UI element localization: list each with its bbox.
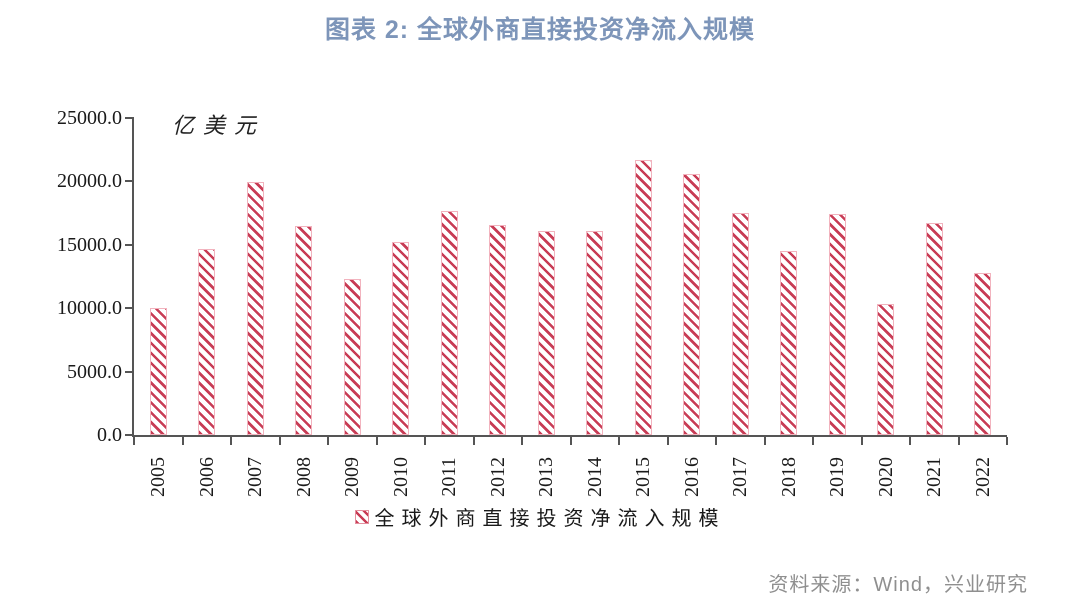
x-tick-label: 2018 (777, 457, 800, 497)
y-axis-tick (125, 180, 134, 183)
y-axis-tick (125, 307, 134, 310)
x-axis-tick (957, 437, 960, 445)
x-tick-label: 2011 (438, 457, 461, 497)
bar (634, 159, 652, 435)
plot-area: 亿美元 0.0 5000.0 10000.0 15000.0 20000.0 25000.… (57, 107, 1008, 497)
legend-hatch-swatch-icon (354, 509, 369, 524)
x-tick-label: 2007 (244, 457, 267, 497)
y-axis-tick (125, 243, 134, 246)
bar (974, 272, 992, 435)
x-tick-label: 2021 (923, 457, 946, 497)
x-axis-tick (375, 437, 378, 445)
bar (295, 225, 313, 435)
x-tick-label: 2005 (147, 457, 170, 497)
x-axis-tick (569, 437, 572, 445)
y-axis-unit-label: 亿美元 (172, 113, 266, 138)
x-axis-tick (424, 437, 426, 445)
y-tick-label: 10000.0 (57, 297, 122, 320)
bar (246, 182, 264, 435)
x-tick-label: 2016 (680, 457, 703, 497)
bar (780, 250, 798, 435)
x-axis-tick (181, 437, 184, 445)
bar (149, 308, 167, 435)
x-axis-tick (472, 437, 475, 445)
bar (586, 230, 604, 435)
y-axis-tick (125, 370, 134, 373)
x-axis-tick (715, 437, 717, 445)
x-axis-tick (666, 437, 669, 445)
bar (537, 230, 555, 435)
y-tick-label: 5000.0 (67, 360, 122, 383)
x-tick-label: 2019 (826, 457, 849, 497)
chart-title: 图表 2: 全球外商直接投资净流入规模 (324, 16, 756, 44)
y-tick-label: 15000.0 (57, 233, 122, 256)
x-tick-label: 2015 (632, 457, 655, 497)
bar (877, 304, 895, 435)
bar (731, 213, 749, 435)
x-axis-tick (1006, 437, 1008, 445)
bar (392, 242, 410, 435)
x-axis-tick (133, 437, 135, 445)
x-axis-tick (860, 437, 863, 445)
x-tick-label: 2022 (971, 457, 994, 497)
x-axis-tick (812, 437, 814, 445)
y-axis-tick (125, 117, 134, 119)
x-tick-label: 2013 (535, 457, 558, 497)
x-axis-tick (909, 437, 911, 445)
x-tick-label: 2017 (729, 457, 752, 497)
x-axis-tick (327, 437, 329, 445)
y-tick-label: 25000.0 (57, 107, 122, 129)
x-axis-tick (618, 437, 620, 445)
bar (198, 249, 216, 435)
x-tick-label: 2006 (195, 457, 218, 497)
x-tick-label: 2014 (583, 457, 606, 497)
x-tick-label: 2009 (341, 457, 364, 497)
bar (828, 214, 846, 435)
y-tick-label: 20000.0 (57, 170, 122, 193)
x-axis-tick (521, 437, 523, 445)
y-tick-label: 0.0 (97, 424, 122, 446)
legend-series-label: 全球外商直接投资净流入规模 (374, 508, 726, 530)
x-tick-label: 2010 (389, 457, 412, 497)
source-note: 资料来源：Wind，兴业研究 (768, 574, 1028, 596)
x-tick-label: 2012 (486, 457, 509, 497)
bar (343, 279, 361, 435)
y-axis-tick (125, 434, 134, 436)
x-axis-tick (278, 437, 281, 445)
bar (925, 222, 943, 435)
bar (440, 210, 458, 435)
bar (489, 224, 507, 435)
x-tick-label: 2008 (292, 457, 315, 497)
bar (683, 174, 701, 435)
x-tick-label: 2020 (874, 457, 897, 497)
legend: 全球外商直接投资净流入规模 (0, 502, 1080, 531)
x-axis-tick (230, 437, 232, 445)
x-axis-tick (763, 437, 766, 445)
